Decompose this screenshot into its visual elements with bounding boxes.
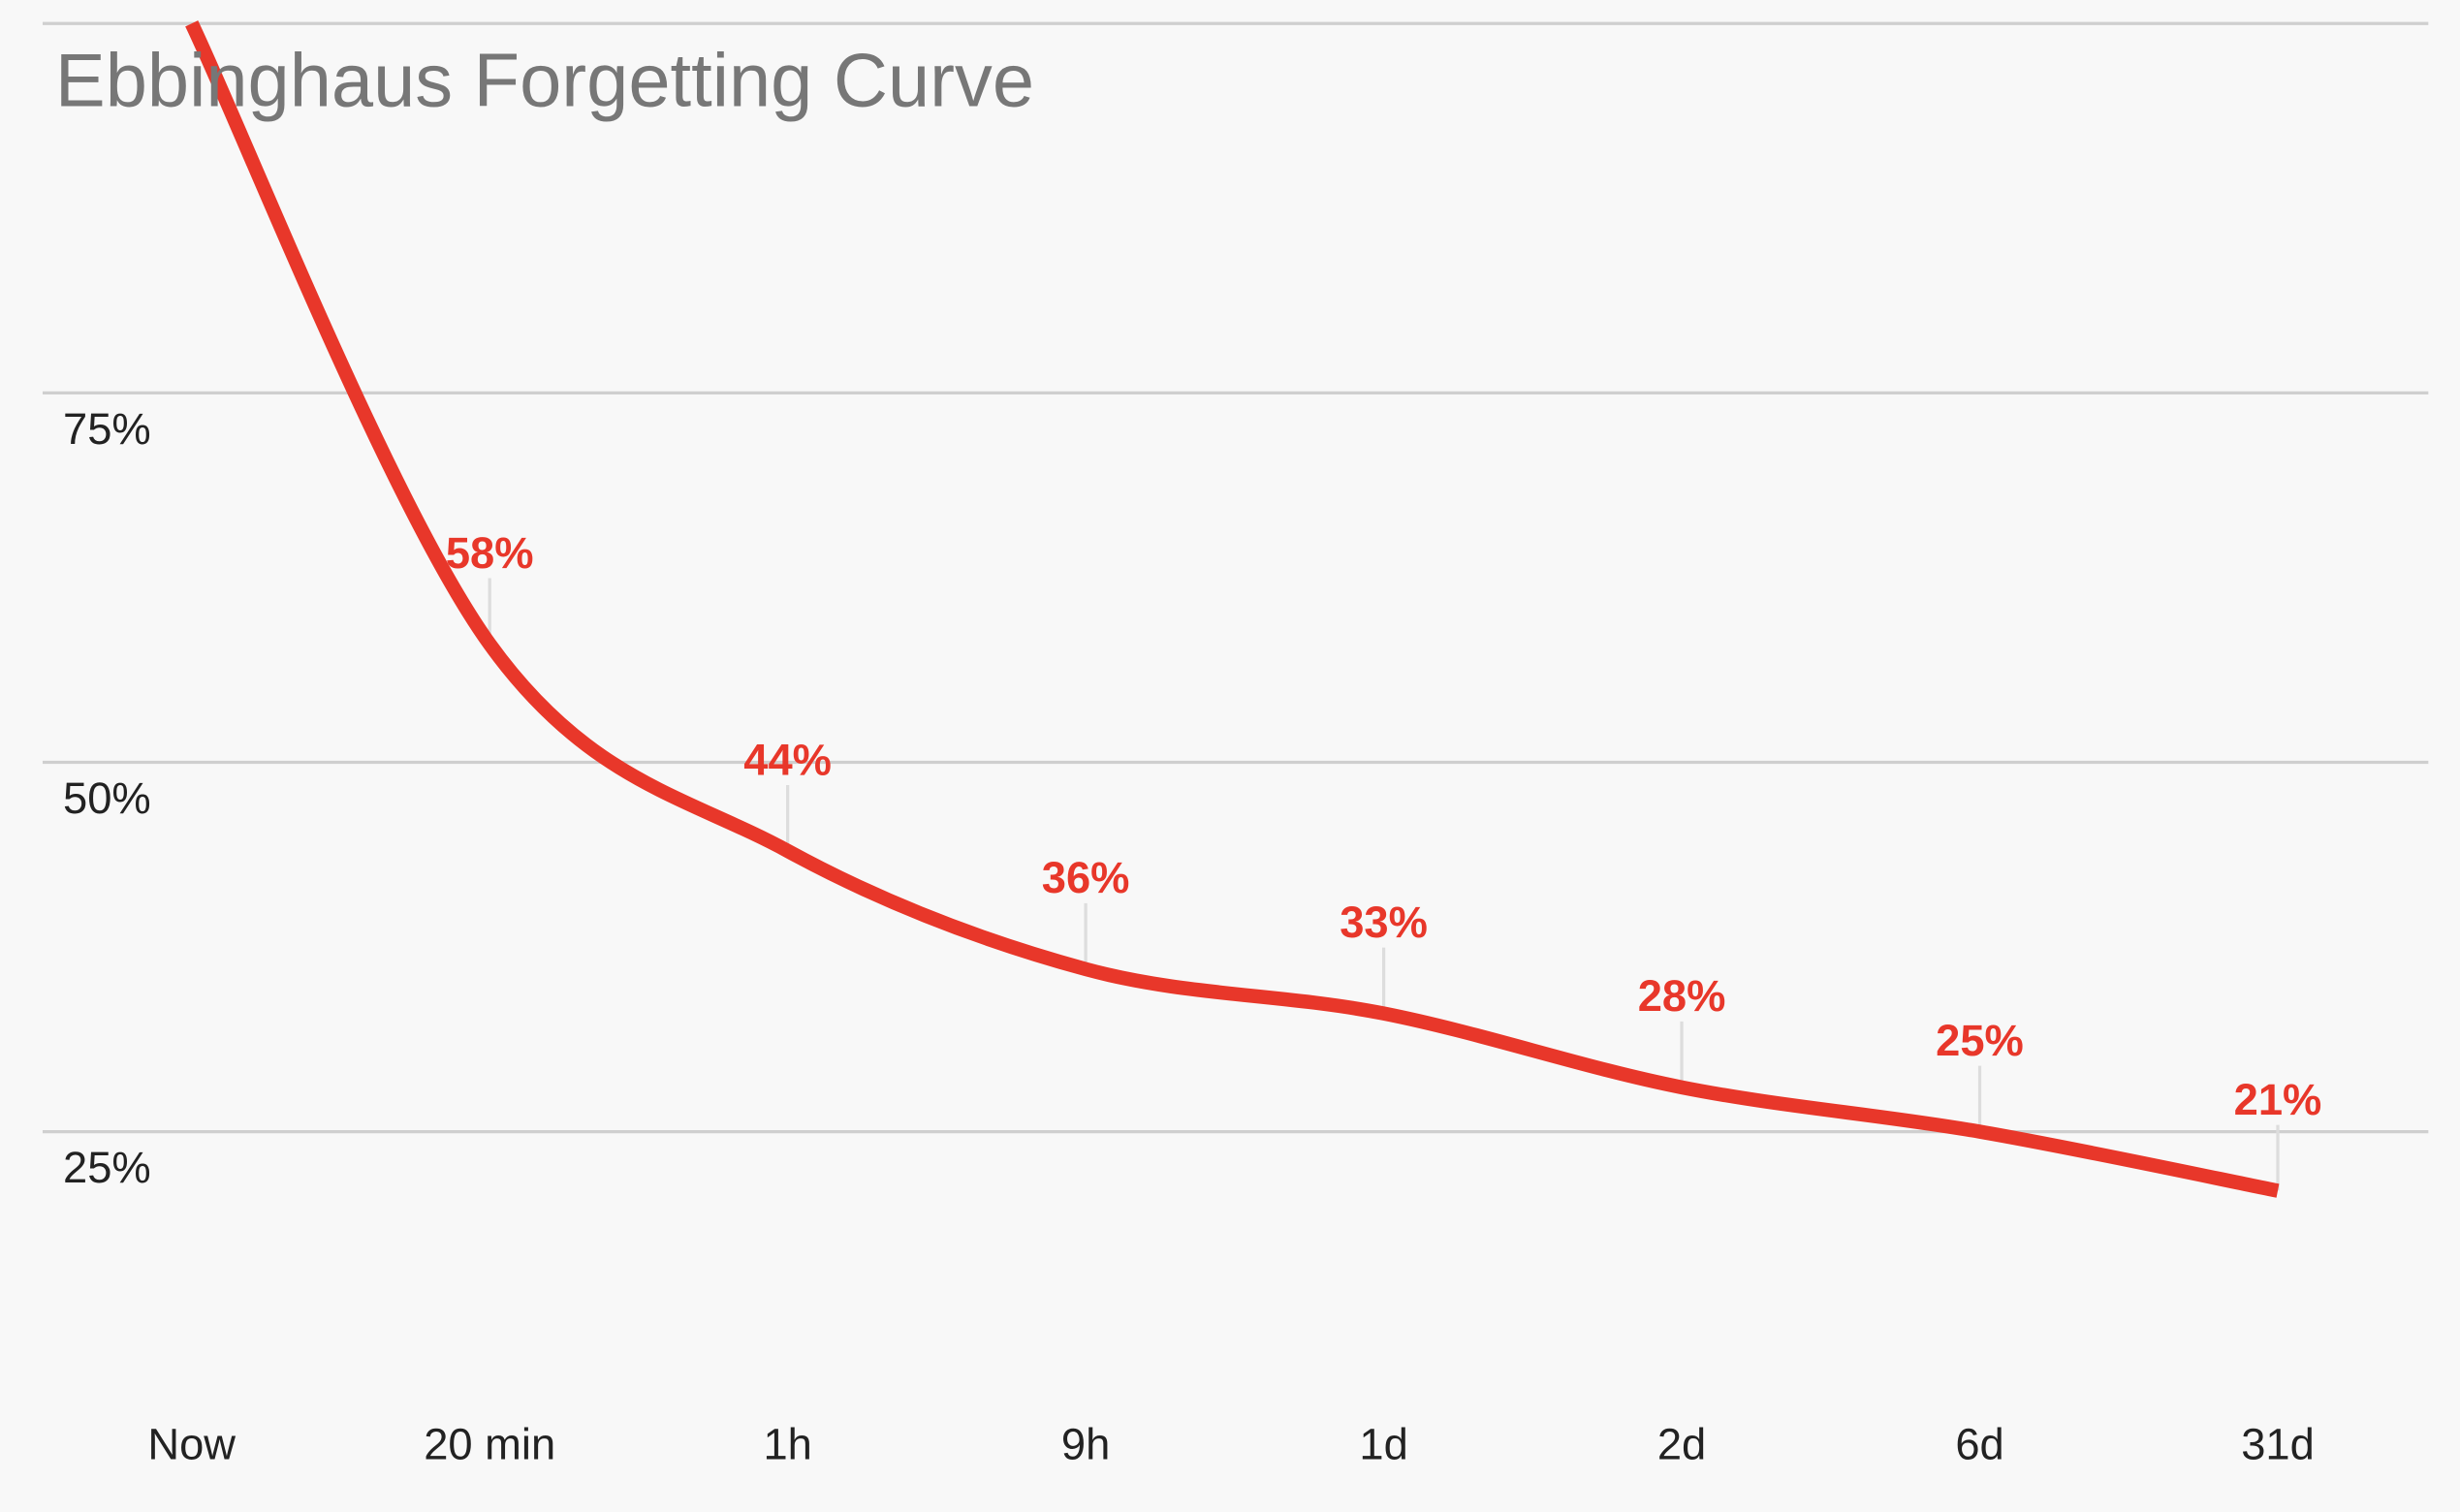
line-series bbox=[185, 20, 2280, 1198]
chart-title: Ebbinghaus Forgetting Curve bbox=[55, 40, 1034, 123]
x-tick-label: Now bbox=[147, 1420, 236, 1469]
value-label: 36% bbox=[1042, 853, 1130, 902]
y-tick-label: 75% bbox=[63, 404, 151, 454]
value-label: 33% bbox=[1340, 898, 1428, 947]
x-tick-label: 31d bbox=[2241, 1420, 2315, 1469]
value-label: 25% bbox=[1936, 1016, 2024, 1065]
x-tick-label: 6d bbox=[1955, 1420, 2003, 1469]
x-tick-label: 20 min bbox=[424, 1420, 555, 1469]
x-tick-label: 1h bbox=[763, 1420, 811, 1469]
x-tick-label: 9h bbox=[1061, 1420, 1110, 1469]
y-tick-label: 25% bbox=[63, 1143, 151, 1192]
value-label: 58% bbox=[446, 528, 534, 578]
x-tick-label: 1d bbox=[1359, 1420, 1407, 1469]
y-tick-label: 50% bbox=[63, 773, 151, 823]
x-tick-label: 2d bbox=[1657, 1420, 1706, 1469]
grid bbox=[42, 391, 2429, 1134]
value-label: 44% bbox=[743, 735, 832, 784]
marks: 58% 44% 36% 33% 28% 25% 21% bbox=[185, 20, 2322, 1198]
value-label: 28% bbox=[1638, 971, 1726, 1021]
value-label: 21% bbox=[2234, 1075, 2322, 1124]
